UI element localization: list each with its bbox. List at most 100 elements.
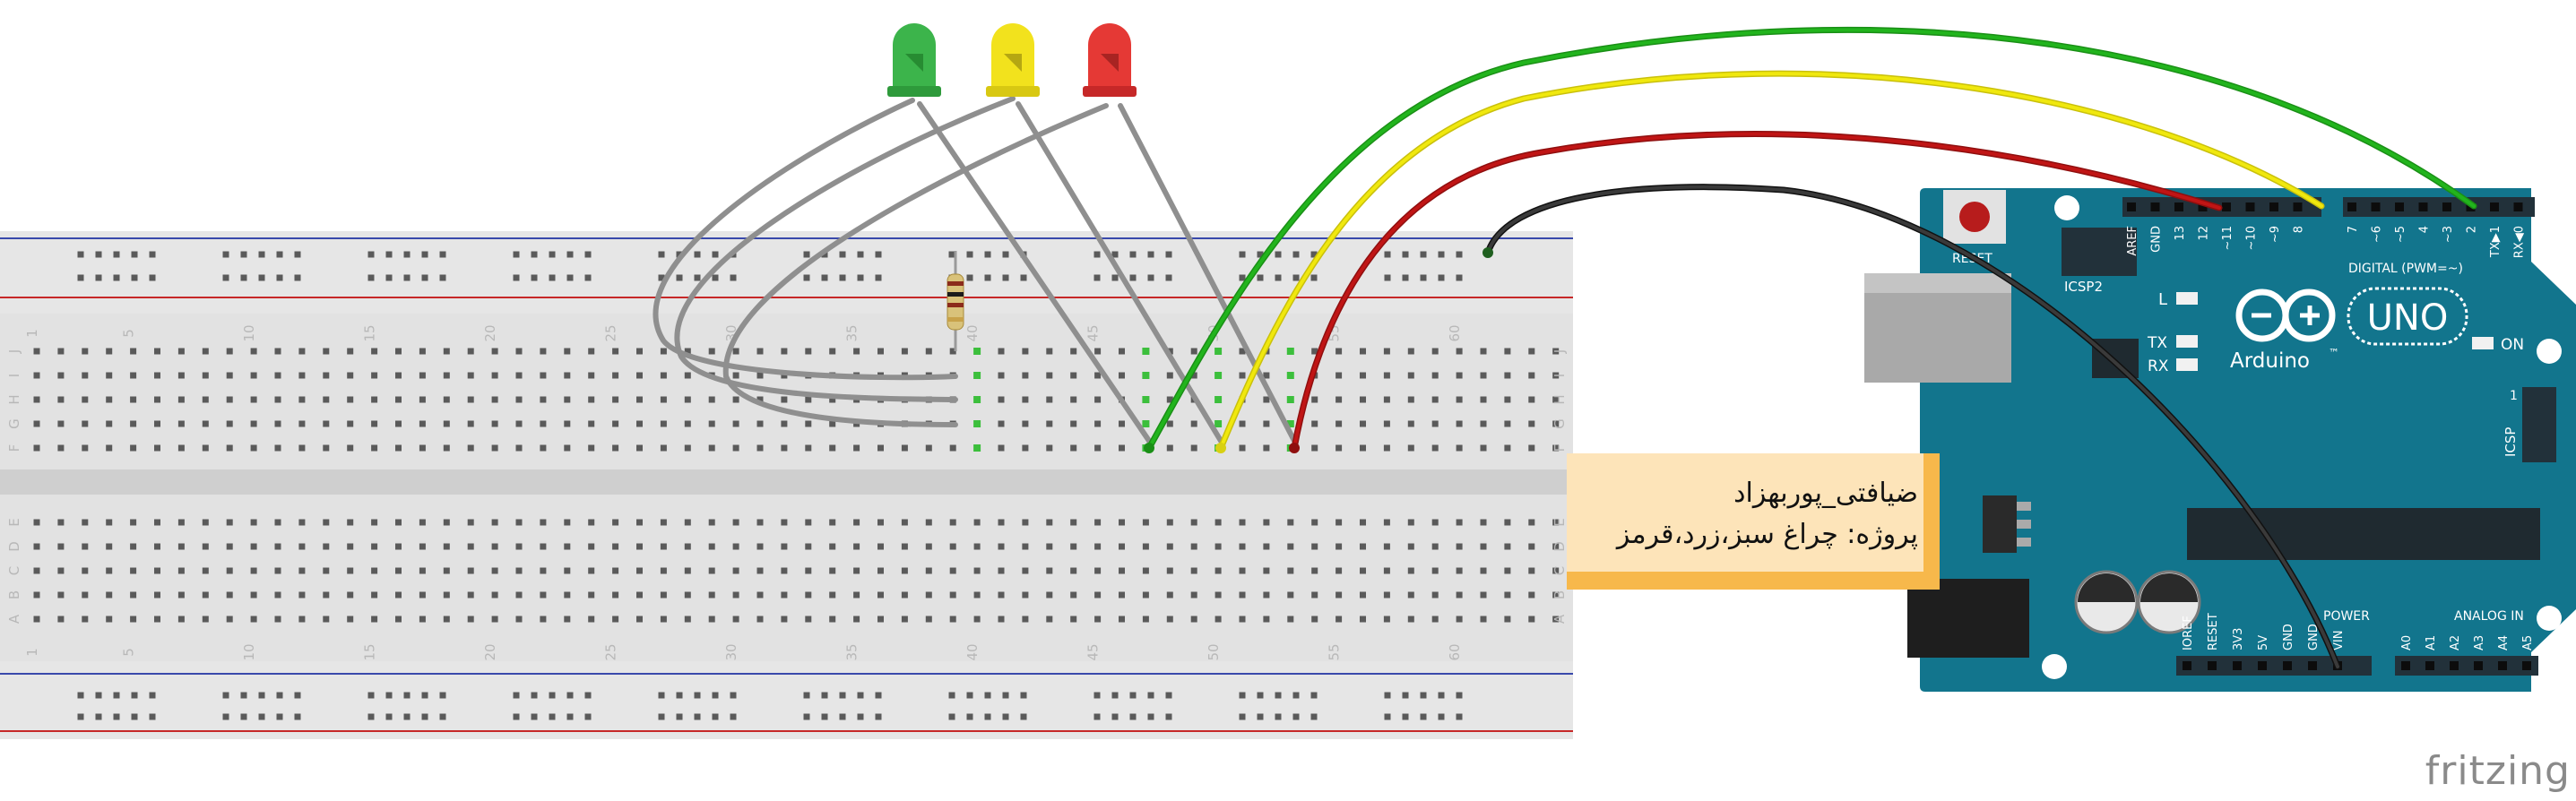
digital-pin-socket[interactable] (2245, 202, 2255, 211)
breadboard-hole (274, 420, 281, 427)
breadboard-hole (612, 543, 619, 550)
digital-pin-socket[interactable] (2174, 202, 2183, 211)
rail-hole (1275, 713, 1282, 720)
power-pin-socket[interactable] (2183, 661, 2191, 670)
breadboard-hole (1046, 567, 1053, 574)
connected-hole (1215, 396, 1223, 403)
breadboard-hole (1431, 616, 1439, 623)
digital-pin-socket[interactable] (2222, 202, 2231, 211)
breadboard-hole (708, 396, 715, 403)
breadboard-hole (1431, 444, 1439, 452)
digital-pin-socket[interactable] (2293, 202, 2303, 211)
breadboard-hole (371, 543, 378, 550)
breadboard-hole (1360, 444, 1366, 452)
rail-hole (676, 274, 683, 281)
rail-hole (131, 251, 138, 258)
digital-pin-label: ~5 (2394, 226, 2407, 243)
power-pin-socket[interactable] (2308, 661, 2317, 670)
breadboard-hole (250, 372, 257, 379)
rail-hole (712, 713, 719, 720)
rail-hole (77, 713, 84, 720)
digital-pin-label: TX▶1 (2489, 226, 2503, 258)
breadboard-hole (1311, 396, 1318, 403)
breadboard-hole (82, 616, 89, 623)
note-box: ضیافتی_پوربهزاد پروژه: چراغ سبز،زرد،قرمز (1567, 453, 1940, 590)
rail-hole (566, 713, 574, 720)
digital-pin-socket[interactable] (2418, 202, 2428, 211)
digital-pin-socket[interactable] (2371, 202, 2381, 211)
reset-button-cap[interactable] (1959, 202, 1990, 232)
breadboard-hole (1142, 519, 1149, 526)
breadboard-hole (1407, 616, 1414, 623)
rail-hole (222, 274, 229, 281)
breadboard-hole (973, 543, 981, 550)
breadboard-hole (708, 420, 715, 427)
rail-hole (658, 274, 665, 281)
breadboard-hole (274, 348, 281, 355)
power-pin-socket[interactable] (2208, 661, 2217, 670)
breadboard-hole (1022, 372, 1029, 379)
breadboard-hole (202, 348, 209, 355)
power-pin-socket[interactable] (2233, 661, 2242, 670)
digital-pin-socket[interactable] (2127, 202, 2136, 211)
analog-pin-socket[interactable] (2401, 661, 2410, 670)
breadboard-hole (250, 567, 257, 574)
digital-pin-socket[interactable] (2490, 202, 2499, 211)
breadboard-hole (33, 348, 40, 355)
breadboard-hole (660, 567, 667, 574)
breadboard-hole (1287, 519, 1294, 526)
breadboard-hole (154, 567, 160, 574)
rail-hole (694, 274, 701, 281)
rail-hole (276, 692, 283, 699)
digital-pin-socket[interactable] (2198, 202, 2208, 211)
breadboard-hole (130, 543, 137, 550)
power-pin-socket[interactable] (2258, 661, 2267, 670)
column-number: 5 (121, 329, 137, 338)
breadboard-hole (732, 396, 739, 403)
breadboard-hole (1504, 396, 1511, 403)
rail-hole (712, 274, 719, 281)
breadboard-hole (395, 444, 402, 452)
digital-pin-label: 12 (2198, 226, 2211, 241)
jumper-wire-green-cathode (653, 98, 958, 381)
digital-pin-socket[interactable] (2150, 202, 2160, 211)
breadboard-hole (226, 543, 233, 550)
breadboard-hole (1142, 616, 1149, 623)
row-letter: A (6, 614, 22, 624)
breadboard-hole (829, 591, 836, 599)
analog-pin-socket[interactable] (2474, 661, 2483, 670)
breadboard-hole (395, 348, 402, 355)
breadboard-hole (347, 444, 354, 452)
analog-pin-socket[interactable] (2425, 661, 2434, 670)
analog-pin-socket[interactable] (2522, 661, 2531, 670)
analog-pin-socket[interactable] (2450, 661, 2459, 670)
rail-hole (839, 274, 846, 281)
digital-pin-socket[interactable] (2513, 202, 2523, 211)
rail-hole (839, 692, 846, 699)
power-pin-socket[interactable] (2283, 661, 2292, 670)
digital-pin-socket[interactable] (2395, 202, 2404, 211)
breadboard-hole (250, 420, 257, 427)
breadboard-hole (298, 420, 306, 427)
digital-pin-socket[interactable] (2442, 202, 2451, 211)
breadboard-hole (1142, 591, 1149, 599)
digital-pin-label: ~9 (2269, 226, 2282, 243)
breadboard-hole (1070, 591, 1077, 599)
breadboard-hole (1311, 567, 1318, 574)
digital-pin-socket[interactable] (2347, 202, 2356, 211)
rail-hole (966, 251, 973, 258)
breadboard-hole (274, 543, 281, 550)
breadboard-hole (347, 396, 354, 403)
breadboard-hole (805, 616, 812, 623)
breadboard-hole (1336, 567, 1343, 574)
breadboard-hole (33, 444, 40, 452)
breadboard-hole (1215, 591, 1222, 599)
breadboard-hole (949, 543, 956, 550)
breadboard-hole (130, 372, 137, 379)
breadboard-hole (1046, 396, 1053, 403)
rail-hole (1257, 713, 1264, 720)
analog-pin-socket[interactable] (2498, 661, 2507, 670)
breadboard-hole (106, 567, 113, 574)
digital-pin-socket[interactable] (2269, 202, 2278, 211)
breadboard-hole (323, 444, 330, 452)
